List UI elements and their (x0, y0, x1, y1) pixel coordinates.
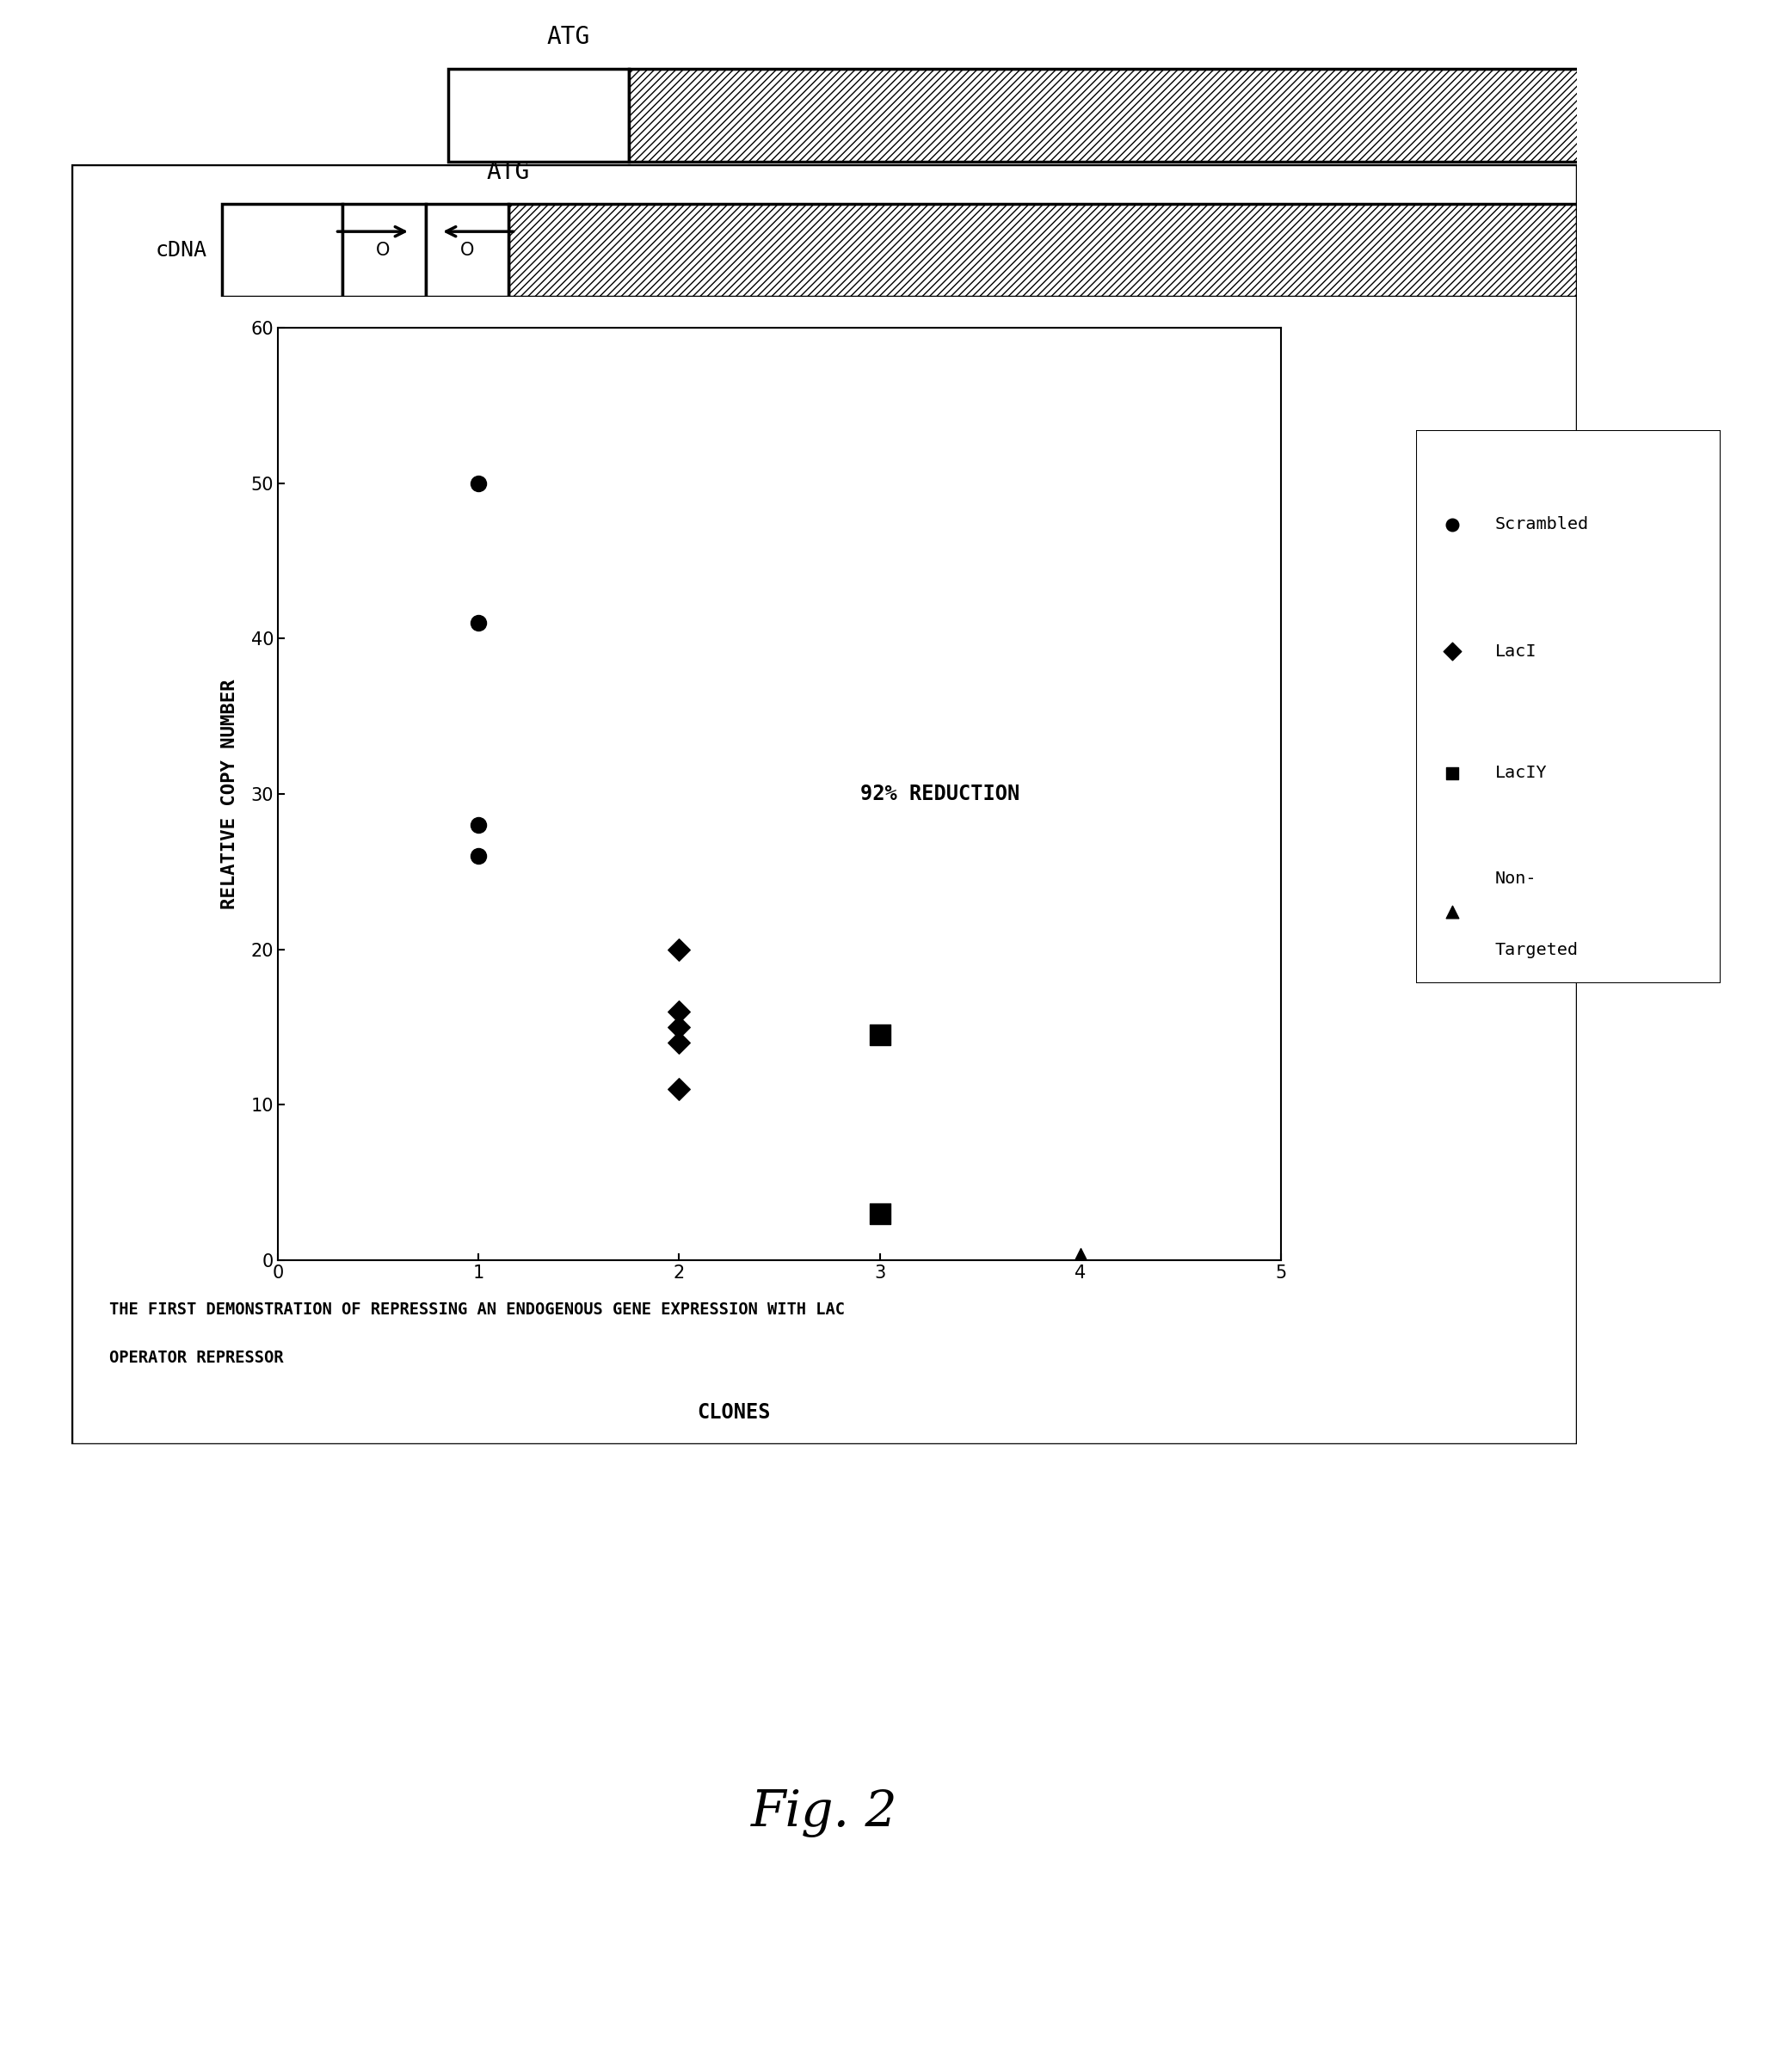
Text: LacIY: LacIY (1495, 764, 1546, 781)
Bar (448, 68, 629, 162)
Point (1437, 895, 1466, 928)
Text: ATG: ATG (487, 160, 530, 184)
Point (464, 607, 493, 639)
Point (464, 840, 493, 873)
Text: O: O (376, 242, 391, 258)
Bar (342, 203, 425, 297)
Point (1066, 1240, 1095, 1272)
Text: cDNA: cDNA (156, 240, 208, 260)
Bar (629, 68, 1713, 162)
Point (665, 1010, 694, 1043)
Point (665, 932, 694, 965)
Text: Non-: Non- (1495, 871, 1536, 887)
Text: Scrambled: Scrambled (1495, 516, 1590, 533)
Text: 92% REDUCTION: 92% REDUCTION (860, 783, 1020, 805)
Point (665, 996, 694, 1029)
Point (866, 1197, 894, 1229)
Point (1437, 508, 1466, 541)
Text: OPERATOR REPRESSOR: OPERATOR REPRESSOR (109, 1350, 283, 1365)
Point (665, 1027, 694, 1059)
Bar (425, 203, 509, 297)
Text: CLONES: CLONES (697, 1402, 771, 1422)
Text: ATG: ATG (547, 25, 590, 49)
Text: Fig. 2: Fig. 2 (751, 1789, 898, 1838)
Bar (509, 203, 1577, 297)
Point (665, 1074, 694, 1106)
Point (866, 1018, 894, 1051)
Point (1437, 756, 1466, 789)
Text: THE FIRST DEMONSTRATION OF REPRESSING AN ENDOGENOUS GENE EXPRESSION WITH LAC: THE FIRST DEMONSTRATION OF REPRESSING AN… (109, 1301, 844, 1318)
Bar (222, 203, 342, 297)
Text: O: O (461, 242, 475, 258)
Y-axis label: RELATIVE COPY NUMBER: RELATIVE COPY NUMBER (222, 678, 238, 910)
Text: EXPRESSION NORMALIZED AGAINST PCNA: EXPRESSION NORMALIZED AGAINST PCNA (514, 238, 953, 258)
Text: LacI: LacI (1495, 643, 1536, 660)
Point (464, 809, 493, 842)
Point (1437, 635, 1466, 668)
Point (464, 467, 493, 500)
Text: Targeted: Targeted (1495, 943, 1579, 959)
